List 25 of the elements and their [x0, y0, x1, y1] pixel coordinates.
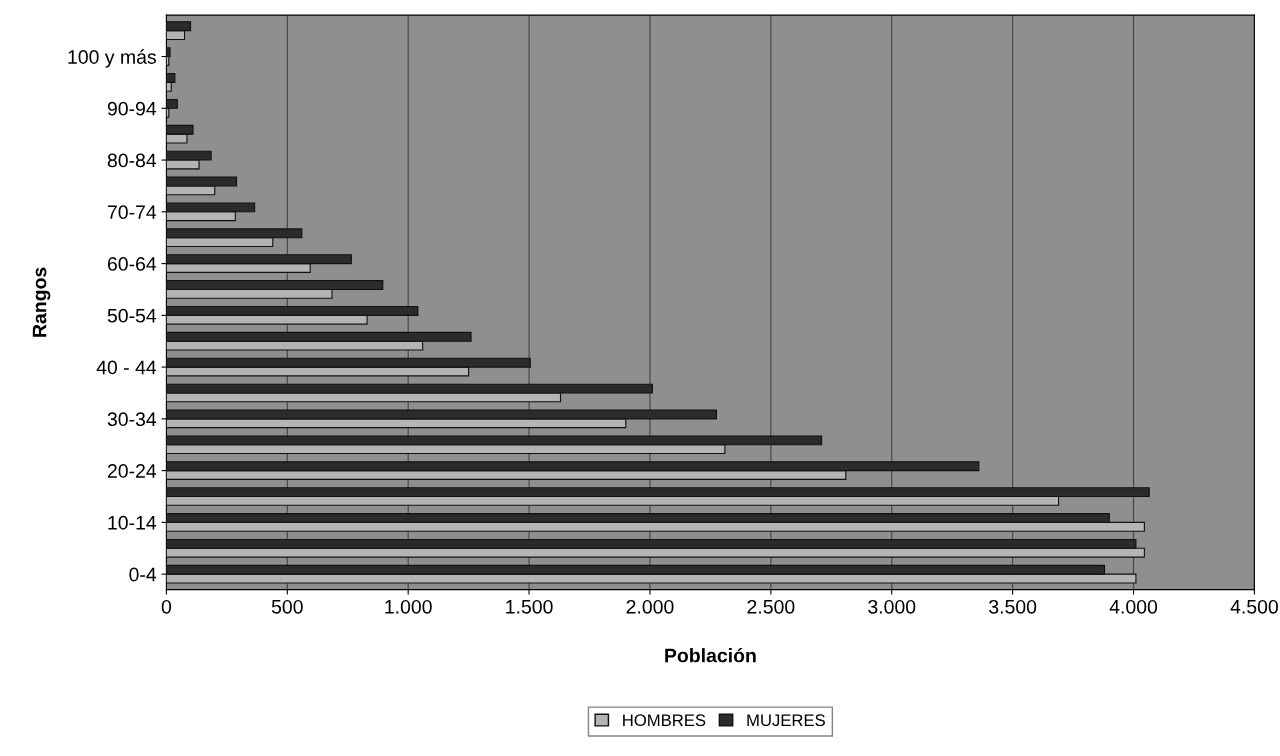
x-tick-label: 1.000: [385, 599, 432, 614]
y-tick-label: 0-4: [129, 567, 157, 582]
y-tick-label: 70-74: [107, 205, 157, 220]
y-tick-label: 40 - 44: [96, 360, 157, 375]
y-tick-label: 90-94: [107, 101, 157, 116]
x-tick-label: 4.000: [1109, 599, 1158, 614]
y-tick-label: 30-34: [107, 412, 157, 427]
x-tick-label: 0: [161, 599, 172, 614]
y-tick-label: 60-64: [107, 257, 157, 271]
y-tick-label: 80-84: [107, 153, 157, 168]
x-tick-label: 500: [271, 599, 303, 614]
x-tick-label: 1.500: [506, 599, 553, 614]
y-axis-title: Rangos: [32, 267, 51, 337]
legend-label: MUJERES: [747, 714, 825, 727]
x-tick-label: 2.000: [626, 599, 674, 614]
y-tick-label: 10-14: [108, 515, 157, 530]
legend-label: HOMBRES: [623, 714, 706, 727]
x-tick-label: 4.500: [1230, 599, 1278, 614]
y-tick-label: 100 y más: [68, 49, 156, 68]
x-tick-label: 3.500: [989, 599, 1037, 614]
y-tick-label: 20-24: [107, 464, 157, 478]
y-tick-label: 50-54: [107, 308, 157, 323]
x-axis-title: Población: [665, 647, 756, 663]
x-tick-label: 3.000: [868, 599, 916, 614]
x-tick-label: 2.500: [747, 599, 795, 614]
